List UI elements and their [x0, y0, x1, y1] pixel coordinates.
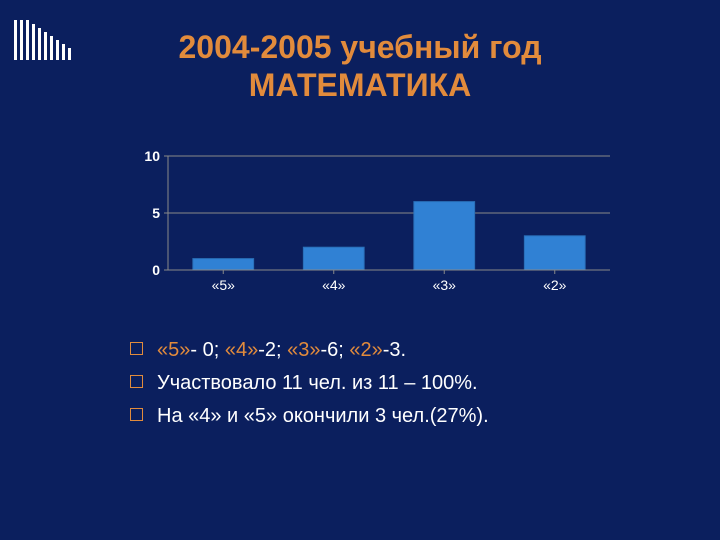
bar: [414, 202, 475, 270]
svg-text:«2»: «2»: [543, 277, 567, 293]
slide-title: 2004-2005 учебный год МАТЕМАТИКА: [0, 28, 720, 105]
svg-text:0: 0: [152, 262, 160, 278]
bullet-text: На «4» и «5» окончили 3 чел.(27%).: [157, 401, 670, 432]
bullet-list: «5»- 0; «4»-2; «3»-6; «2»-3.Участвовало …: [130, 335, 670, 434]
bullet-item: На «4» и «5» окончили 3 чел.(27%).: [130, 401, 670, 432]
bar: [193, 259, 254, 270]
title-line2: МАТЕМАТИКА: [249, 67, 471, 103]
slide: 2004-2005 учебный год МАТЕМАТИКА 0 5 10 «5»…: [0, 0, 720, 540]
bar-chart-svg: 0 5 10 «5» «4» «3» «2»: [120, 148, 620, 298]
bullet-box-icon: [130, 408, 143, 421]
svg-text:«4»: «4»: [322, 277, 346, 293]
bullet-item: Участвовало 11 чел. из 11 – 100%.: [130, 368, 670, 399]
title-line1: 2004-2005 учебный год: [179, 29, 542, 65]
bullet-box-icon: [130, 375, 143, 388]
bullet-text: «5»- 0; «4»-2; «3»-6; «2»-3.: [157, 335, 670, 366]
bar: [524, 236, 585, 270]
svg-text:«5»: «5»: [212, 277, 236, 293]
svg-text:5: 5: [152, 205, 160, 221]
svg-text:10: 10: [144, 148, 160, 164]
bar: [303, 247, 364, 270]
bullet-text: Участвовало 11 чел. из 11 – 100%.: [157, 368, 670, 399]
bullet-box-icon: [130, 342, 143, 355]
bar-chart: 0 5 10 «5» «4» «3» «2»: [120, 148, 620, 298]
bullet-item: «5»- 0; «4»-2; «3»-6; «2»-3.: [130, 335, 670, 366]
svg-text:«3»: «3»: [433, 277, 457, 293]
